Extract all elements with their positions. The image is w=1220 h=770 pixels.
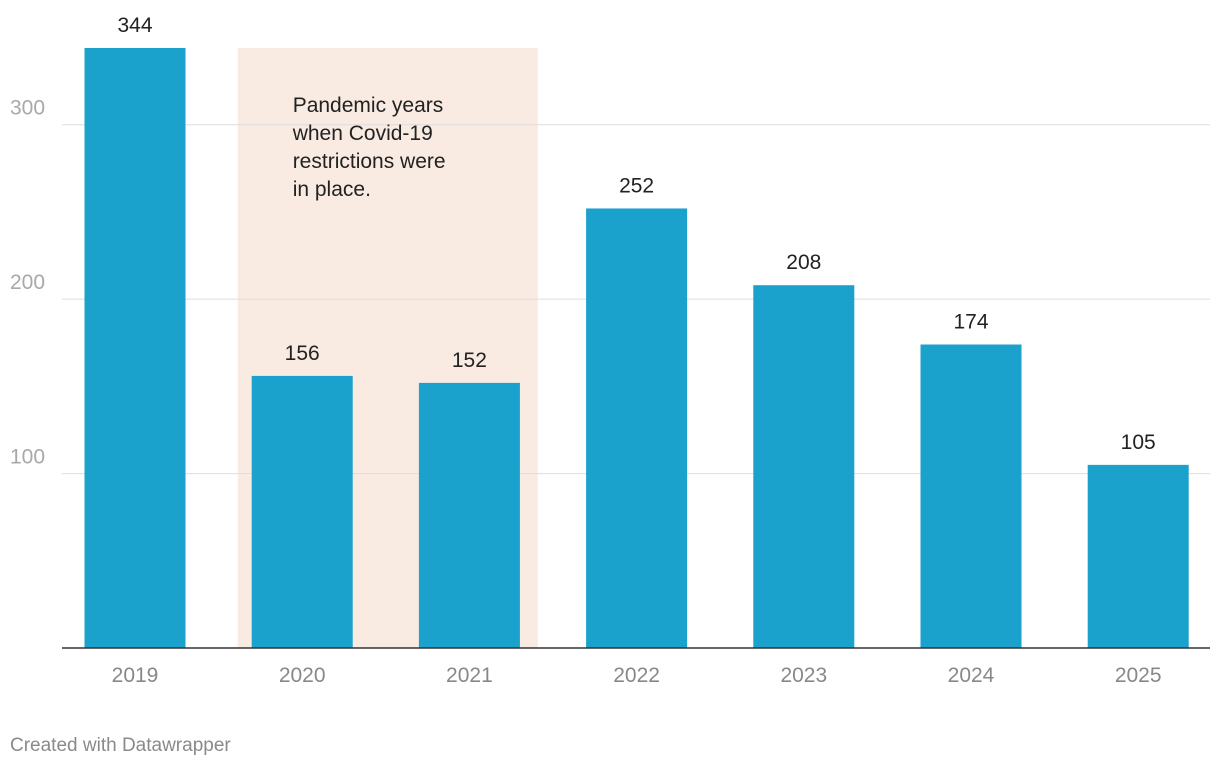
bar-chart: 100 200 300 344 2019 156 2020 152 2021 252 2022 208… [10,14,1210,687]
x-tick-label-2022: 2022 [613,664,660,687]
bar-2025 [1087,464,1189,648]
x-tick-label-2021: 2021 [446,664,493,687]
value-label-2023: 208 [786,251,821,274]
pandemic-annotation-line: when Covid-19 [292,122,433,145]
value-label-2025: 105 [1121,431,1156,454]
value-label-2019: 344 [117,14,152,37]
y-tick-label-300: 300 [10,97,45,120]
bar-2023 [753,285,855,648]
x-tick-label-2019: 2019 [112,664,159,687]
pandemic-annotation-line: in place. [293,178,371,201]
y-tick-label-100: 100 [10,446,45,469]
x-tick-label-2025: 2025 [1115,664,1162,687]
pandemic-annotation-line: Pandemic years [293,94,444,117]
x-tick-label-2024: 2024 [948,664,995,687]
datawrapper-credit: Created with Datawrapper [10,735,231,756]
bar-2022 [586,208,688,648]
x-tick-label-2023: 2023 [780,664,827,687]
bar-2024 [920,344,1022,648]
value-label-2020: 156 [285,342,320,365]
bar-2021 [418,382,520,648]
x-tick-label-2020: 2020 [279,664,326,687]
pandemic-annotation-line: restrictions were [293,150,446,173]
value-label-2024: 174 [953,311,988,334]
value-label-2022: 252 [619,174,654,197]
bar-2020 [251,375,353,648]
bar-2019 [84,48,186,648]
y-tick-label-200: 200 [10,271,45,294]
value-label-2021: 152 [452,349,487,372]
